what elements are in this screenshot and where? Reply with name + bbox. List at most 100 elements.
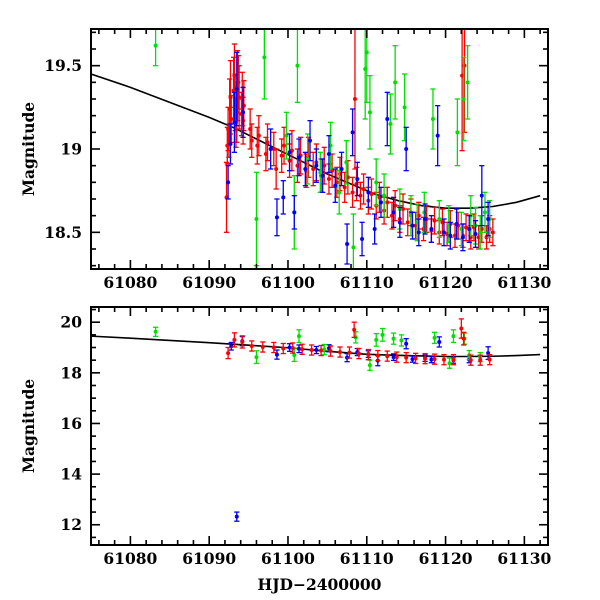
axes-frame-bottom (90, 306, 549, 546)
data-point (384, 350, 390, 362)
data-marker (355, 177, 360, 181)
data-marker (404, 341, 409, 346)
data-marker (254, 355, 259, 360)
data-marker (300, 347, 305, 352)
data-point (373, 332, 379, 347)
data-marker (437, 217, 442, 221)
data-marker (287, 345, 292, 350)
data-marker (229, 117, 234, 121)
data-point (428, 355, 434, 364)
data-marker (274, 167, 279, 171)
data-marker (249, 343, 254, 348)
data-point (236, 65, 242, 130)
data-point (249, 340, 255, 352)
data-marker (361, 187, 366, 191)
data-marker (360, 237, 365, 241)
data-point (227, 123, 234, 165)
data-point (367, 359, 373, 371)
data-point (431, 206, 438, 235)
x-tick-label: 61090 (182, 549, 236, 568)
data-marker (391, 336, 396, 341)
x-tick-label: 61100 (261, 273, 315, 292)
data-layer-top (91, 29, 541, 269)
data-point (359, 221, 365, 257)
data-marker (265, 140, 270, 145)
model-curve-bottom (91, 335, 541, 358)
data-point (454, 98, 460, 167)
data-marker (320, 173, 325, 178)
data-marker (391, 355, 396, 360)
data-point (264, 123, 271, 162)
data-marker (295, 63, 300, 68)
data-point (327, 345, 334, 357)
data-marker (308, 138, 313, 143)
data-marker (249, 138, 254, 143)
data-marker (486, 217, 491, 221)
data-point (344, 223, 350, 265)
data-marker (367, 110, 372, 115)
data-point (296, 344, 302, 354)
data-point (477, 215, 483, 250)
data-marker (322, 347, 327, 352)
data-marker (282, 143, 287, 148)
data-marker (402, 105, 407, 110)
data-point (274, 349, 280, 360)
data-point (447, 221, 453, 250)
x-tick-label: 61120 (419, 549, 473, 568)
data-point (240, 86, 246, 138)
data-point (450, 329, 457, 344)
data-marker (410, 223, 415, 228)
data-marker (448, 233, 453, 238)
data-point (468, 354, 474, 366)
data-point (428, 215, 434, 243)
data-marker (454, 222, 459, 226)
data-marker (309, 348, 314, 353)
data-point (260, 341, 266, 353)
data-marker (274, 215, 279, 220)
data-marker (385, 200, 390, 205)
data-marker (437, 339, 442, 344)
data-point (409, 355, 416, 363)
data-point (343, 140, 349, 185)
x-tick-label: 61100 (261, 549, 315, 568)
data-marker (391, 210, 396, 215)
data-point (349, 176, 356, 208)
data-point (283, 111, 290, 160)
data-marker (364, 50, 369, 55)
data-point (280, 342, 286, 355)
data-marker (380, 332, 385, 337)
data-point (431, 331, 438, 345)
data-marker (382, 193, 387, 198)
x-tick-label: 61080 (103, 273, 157, 292)
data-point (329, 153, 335, 188)
data-point (435, 105, 441, 167)
data-point (368, 178, 375, 210)
data-marker (333, 183, 338, 188)
data-point (313, 148, 319, 183)
data-point (225, 346, 231, 360)
data-marker (297, 334, 302, 339)
data-point (430, 88, 436, 150)
data-marker (413, 356, 418, 361)
data-point (346, 346, 353, 359)
data-marker (339, 167, 344, 171)
data-marker (290, 346, 295, 351)
data-marker (394, 355, 399, 360)
data-point (279, 138, 285, 173)
data-point (239, 335, 245, 349)
data-marker (372, 227, 377, 231)
data-point (461, 331, 467, 346)
data-point (299, 343, 305, 356)
data-point (485, 201, 491, 237)
data-marker (484, 235, 489, 240)
panel-bottom: 61080 61090 61100 61110 61120 61130 12 14 16 18 20… (19, 306, 552, 594)
data-marker (256, 133, 261, 138)
data-marker (423, 356, 428, 361)
data-point (413, 352, 419, 365)
data-marker (460, 235, 465, 240)
data-marker (345, 242, 350, 246)
panel-top: 61080 61090 61100 61110 61120 61130 18.5 19 19.5… (19, 28, 552, 292)
data-point (253, 350, 260, 365)
data-point (384, 91, 390, 147)
